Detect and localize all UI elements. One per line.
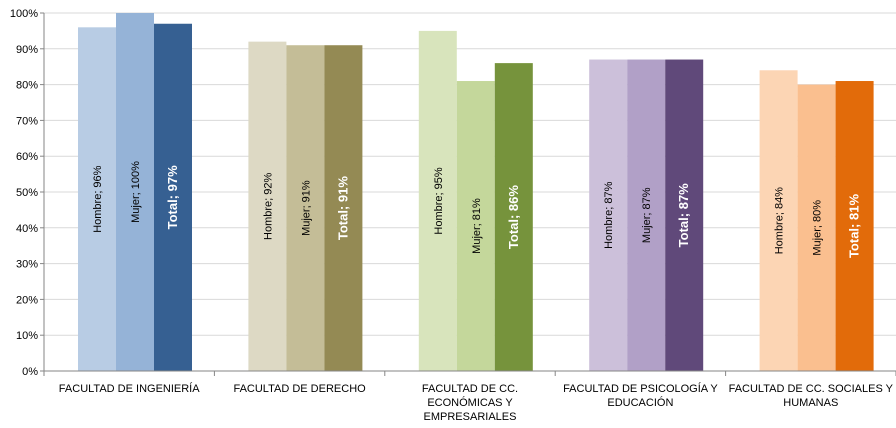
data-label: Total; 91% xyxy=(335,176,350,240)
data-label: Mujer; 100% xyxy=(130,161,142,223)
data-label: Hombre; 96% xyxy=(92,165,104,232)
data-label: Total; 86% xyxy=(506,185,521,249)
data-label: Total; 97% xyxy=(165,165,180,229)
bar-hombre xyxy=(589,59,628,371)
data-label: Mujer; 91% xyxy=(300,180,312,236)
bar-mujer xyxy=(286,45,325,371)
bar-hombre xyxy=(418,30,457,372)
y-tick-label: 10% xyxy=(16,330,38,342)
x-category-label: FACULTAD DE CC. SOCIALES Y HUMANAS xyxy=(729,383,894,409)
data-label: Hombre; 84% xyxy=(774,187,786,254)
data-label: Hombre; 95% xyxy=(433,167,445,234)
data-label: Total; 81% xyxy=(847,194,862,258)
bar-mujer xyxy=(797,84,836,371)
data-label: Mujer; 87% xyxy=(641,187,653,243)
bar-total xyxy=(154,23,192,372)
y-tick-label: 90% xyxy=(16,44,38,56)
y-tick-label: 100% xyxy=(10,8,38,20)
x-category-label: FACULTAD DE DERECHO xyxy=(233,383,366,395)
y-tick-label: 20% xyxy=(16,294,38,306)
bar-total xyxy=(324,45,363,371)
y-tick-label: 50% xyxy=(16,187,38,199)
bar-mujer xyxy=(456,81,495,372)
bar-hombre xyxy=(78,27,116,371)
bar-mujer xyxy=(627,59,666,371)
bar-hombre xyxy=(759,70,798,371)
data-labels: Hombre; 96% Mujer; 100% Total; 97% Hombre; … xyxy=(92,161,862,258)
x-category-label: FACULTAD DE CC. ECONÓMICAS Y EMPRESARIALES xyxy=(422,383,518,423)
data-label: Total; 87% xyxy=(676,183,691,247)
data-label: Hombre; 92% xyxy=(262,172,274,239)
data-label: Mujer; 81% xyxy=(471,198,483,254)
data-label: Hombre; 87% xyxy=(603,181,615,248)
bar-total xyxy=(835,81,874,372)
x-category-label: FACULTAD DE INGENIERÍA xyxy=(59,382,200,395)
y-tick-label: 80% xyxy=(16,80,38,92)
y-tick-label: 70% xyxy=(16,115,38,127)
x-category-label: FACULTAD DE PSICOLOGÍA Y EDUCACIÓN xyxy=(563,382,718,409)
y-tick-label: 0% xyxy=(22,366,38,378)
axes: 0% 10% 20% 30% 40% 50% 60% 70% 80% 90% 100% FACULTA… xyxy=(10,8,896,423)
bar-total xyxy=(494,63,533,372)
bars xyxy=(78,13,874,372)
y-tick-label: 60% xyxy=(16,151,38,163)
bar-total xyxy=(665,59,704,371)
bar-hombre xyxy=(248,41,287,371)
y-tick-label: 40% xyxy=(16,223,38,235)
data-label: Mujer; 80% xyxy=(812,200,824,256)
y-tick-label: 30% xyxy=(16,259,38,271)
bar-mujer xyxy=(116,13,154,371)
